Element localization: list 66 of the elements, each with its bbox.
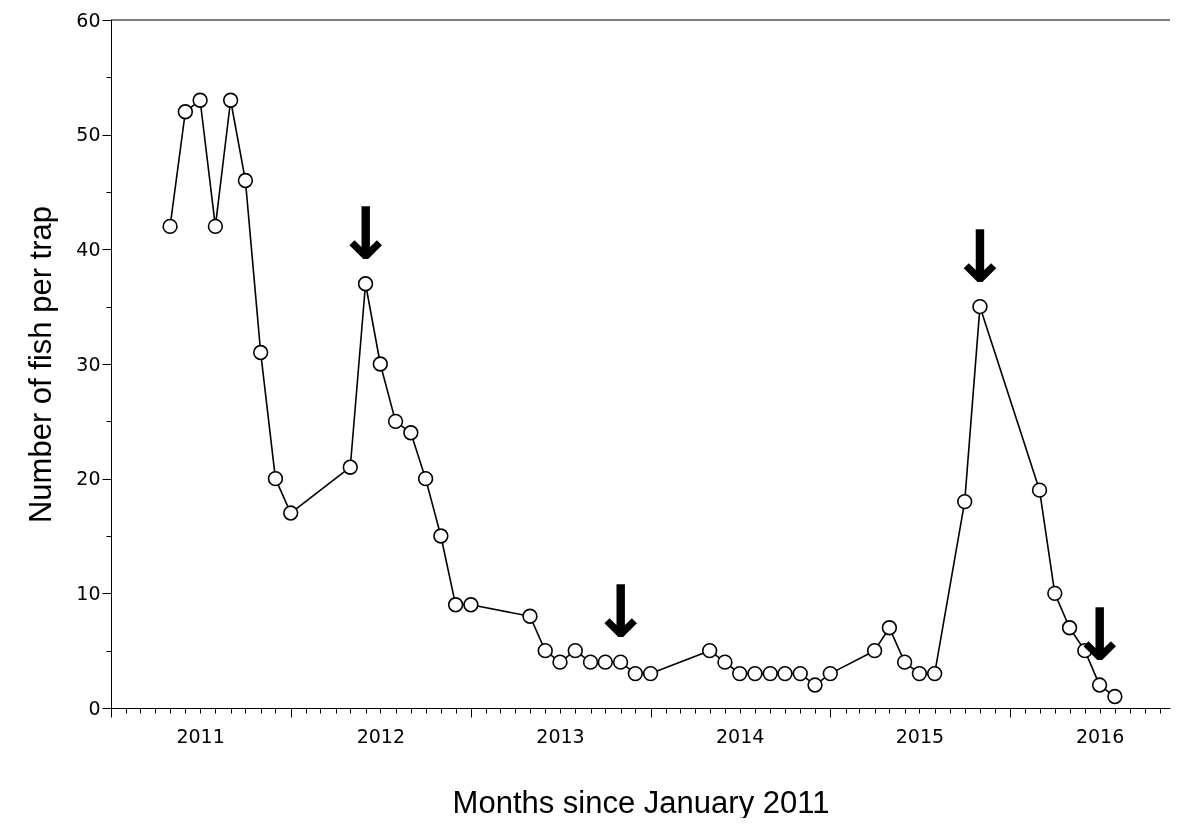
y-tick-label: 0 [88, 696, 101, 719]
point [403, 425, 419, 441]
y-axis-title: Number of fish per trap [23, 205, 59, 524]
point [807, 677, 823, 693]
point [777, 665, 793, 682]
annotation: ↓ [949, 214, 1011, 299]
point [896, 654, 913, 670]
x-tick-label: 2015 [895, 724, 945, 747]
point [972, 298, 988, 315]
point [252, 344, 269, 361]
point [1091, 677, 1108, 693]
point [701, 642, 718, 659]
point [732, 665, 748, 682]
annotation: ↓ [335, 191, 396, 276]
point [222, 92, 239, 108]
point [552, 654, 568, 670]
point [192, 92, 208, 108]
point [207, 218, 224, 235]
x-tick-label: 2013 [536, 724, 585, 747]
point [1107, 688, 1123, 705]
point [417, 470, 434, 487]
point [463, 597, 479, 613]
point [792, 665, 808, 682]
point [717, 654, 733, 670]
point [582, 654, 599, 670]
point [642, 665, 659, 682]
point [342, 459, 358, 475]
point [567, 642, 583, 659]
point [627, 665, 644, 682]
point [911, 665, 928, 682]
y-tick-label: 10 [76, 581, 101, 604]
annotation: ↓ [1069, 593, 1130, 678]
point [1031, 482, 1048, 498]
x-tick-label: 2016 [1075, 724, 1125, 747]
y-tick-label: 60 [76, 8, 101, 31]
point [283, 505, 299, 521]
point [237, 172, 254, 189]
point [881, 620, 898, 636]
point [957, 493, 973, 510]
point [822, 665, 838, 682]
y-tick-label: 20 [76, 467, 101, 490]
point [177, 104, 194, 120]
point [612, 654, 629, 670]
x-tick-label: 2012 [356, 724, 405, 747]
annotation: ↓ [590, 570, 651, 655]
point [1047, 585, 1063, 602]
point [926, 665, 943, 682]
point [1061, 620, 1078, 636]
point [447, 597, 464, 613]
point [372, 356, 388, 372]
point [162, 218, 178, 235]
point [267, 470, 284, 487]
y-tick-label: 30 [76, 352, 101, 375]
point [537, 642, 553, 659]
point [522, 608, 538, 624]
point [357, 276, 374, 292]
y-tick-label: 50 [76, 123, 101, 146]
x-tick-label: 2011 [176, 724, 225, 747]
y-tick-label: 40 [76, 237, 101, 260]
x-tick-label: 2014 [716, 724, 765, 747]
point [387, 413, 404, 430]
point [747, 665, 763, 682]
point [866, 642, 883, 659]
point [433, 528, 449, 544]
point [597, 654, 613, 670]
point [762, 665, 778, 682]
